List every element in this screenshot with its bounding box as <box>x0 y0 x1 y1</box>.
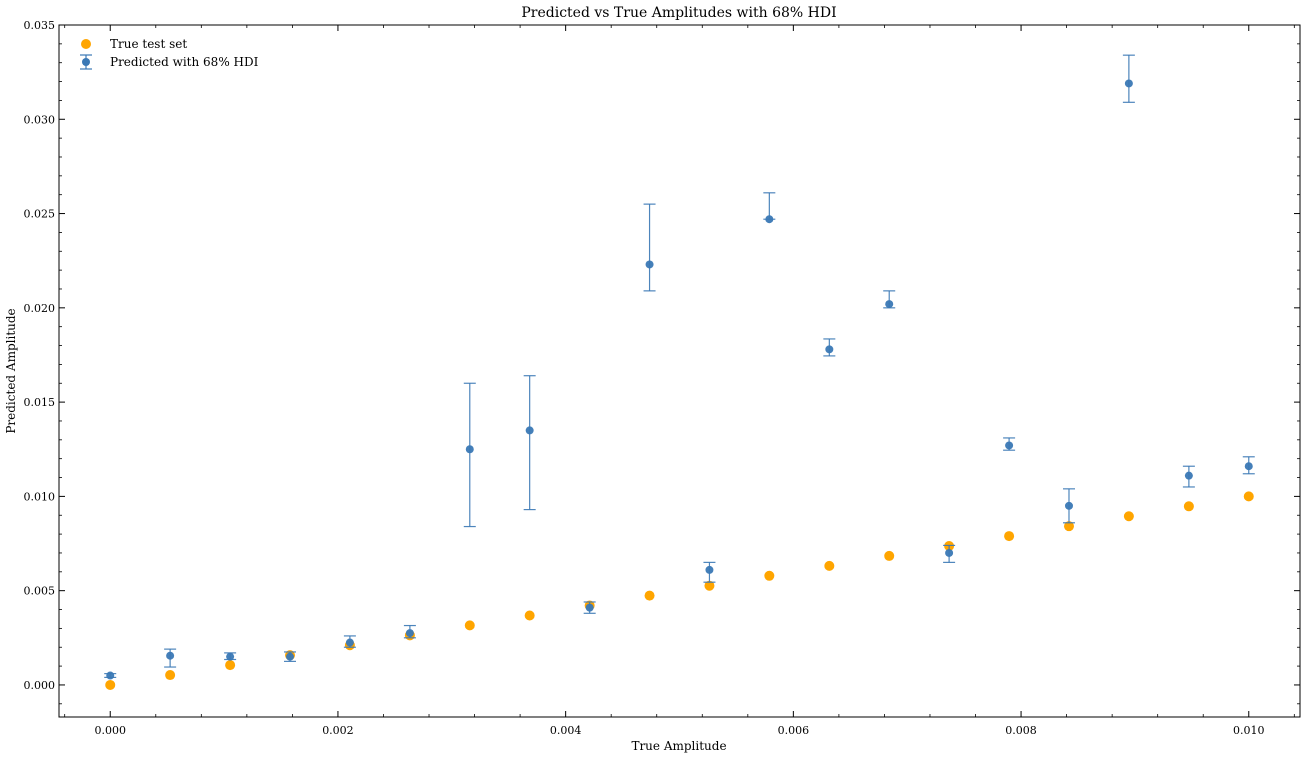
predicted-point <box>166 651 175 660</box>
predicted-point <box>345 638 354 647</box>
x-tick-label: 0.010 <box>1233 724 1265 737</box>
predicted-errorbar <box>703 561 716 583</box>
chart-title: Predicted vs True Amplitudes with 68% HD… <box>521 5 836 21</box>
predicted-errorbar <box>763 192 776 224</box>
true-test-point <box>1004 531 1015 542</box>
predicted-point <box>525 426 534 435</box>
predicted-errorbar <box>643 203 656 292</box>
plot-area <box>104 54 1255 690</box>
axes-frame <box>58 24 1301 718</box>
y-tick-label: 0.005 <box>24 585 56 598</box>
legend-label-true: True test set <box>110 37 187 51</box>
predicted-errorbar <box>823 338 836 357</box>
y-tick-label: 0.035 <box>24 19 56 32</box>
legend-marker-predicted <box>82 58 90 66</box>
legend-marker-true <box>81 39 91 49</box>
predicted-errorbar <box>463 382 476 528</box>
x-tick-label: 0.006 <box>778 724 810 737</box>
predicted-errorbar <box>403 624 416 639</box>
predicted-point <box>1124 79 1133 88</box>
predicted-errorbar <box>523 375 536 511</box>
predicted-errorbar <box>883 290 896 309</box>
predicted-errorbar <box>1003 437 1016 451</box>
true-test-point <box>764 570 775 581</box>
predicted-point <box>1005 441 1014 450</box>
predicted-errorbar <box>284 651 297 662</box>
true-test-point <box>644 590 655 601</box>
y-tick-label: 0.025 <box>24 208 56 221</box>
y-tick-label: 0.030 <box>24 113 56 126</box>
x-tick-label: 0.004 <box>550 724 582 737</box>
true-test-point <box>524 610 535 621</box>
predicted-point <box>765 215 774 224</box>
y-axis-label: Predicted Amplitude <box>4 308 18 433</box>
true-test-point <box>105 679 116 690</box>
predicted-errorbar <box>224 652 237 661</box>
true-test-point <box>1183 501 1194 512</box>
true-test-point <box>884 550 895 561</box>
true-test-point <box>1243 491 1254 502</box>
true-test-point <box>704 580 715 591</box>
true-test-point <box>225 660 236 671</box>
predicted-errorbar <box>1122 54 1135 103</box>
predicted-errorbar <box>943 544 956 563</box>
true-test-point <box>464 620 475 631</box>
axis-ticks: 0.000 0.002 0.004 0.006 0.008 0.010 0.000 0.005… <box>24 19 1300 737</box>
predicted-point <box>885 300 894 309</box>
predicted-point <box>286 652 295 661</box>
y-tick-label: 0.020 <box>24 302 56 315</box>
x-axis-label: True Amplitude <box>631 739 726 753</box>
predicted-errorbar <box>1242 456 1255 475</box>
x-tick-label: 0.008 <box>1005 724 1037 737</box>
predicted-point <box>1244 462 1253 471</box>
predicted-point <box>405 629 414 638</box>
predicted-point <box>585 603 594 612</box>
true-test-point <box>165 670 176 681</box>
predicted-point <box>465 445 474 454</box>
x-tick-label: 0.002 <box>322 724 354 737</box>
predicted-point <box>1064 501 1073 510</box>
predicted-point <box>705 565 714 574</box>
legend-label-predicted: Predicted with 68% HDI <box>110 55 259 69</box>
y-tick-label: 0.015 <box>24 396 56 409</box>
y-tick-label: 0.010 <box>24 490 56 503</box>
x-tick-label: 0.000 <box>94 724 126 737</box>
true-test-point <box>1123 511 1134 522</box>
true-test-point <box>1063 521 1074 532</box>
predicted-errorbar <box>583 601 596 614</box>
predicted-point <box>825 345 834 354</box>
y-tick-label: 0.000 <box>24 679 56 692</box>
predicted-point <box>226 652 235 661</box>
predicted-point <box>645 260 654 269</box>
predicted-errorbar <box>104 671 117 680</box>
predicted-point <box>1184 471 1193 480</box>
predicted-point <box>106 671 115 680</box>
predicted-errorbar <box>343 635 356 648</box>
predicted-errorbar <box>164 648 177 668</box>
predicted-errorbar <box>1062 488 1075 524</box>
predicted-errorbar <box>1182 465 1195 488</box>
predicted-point <box>945 548 954 557</box>
legend: True test set Predicted with 68% HDI <box>80 37 259 70</box>
true-test-point <box>824 560 835 571</box>
